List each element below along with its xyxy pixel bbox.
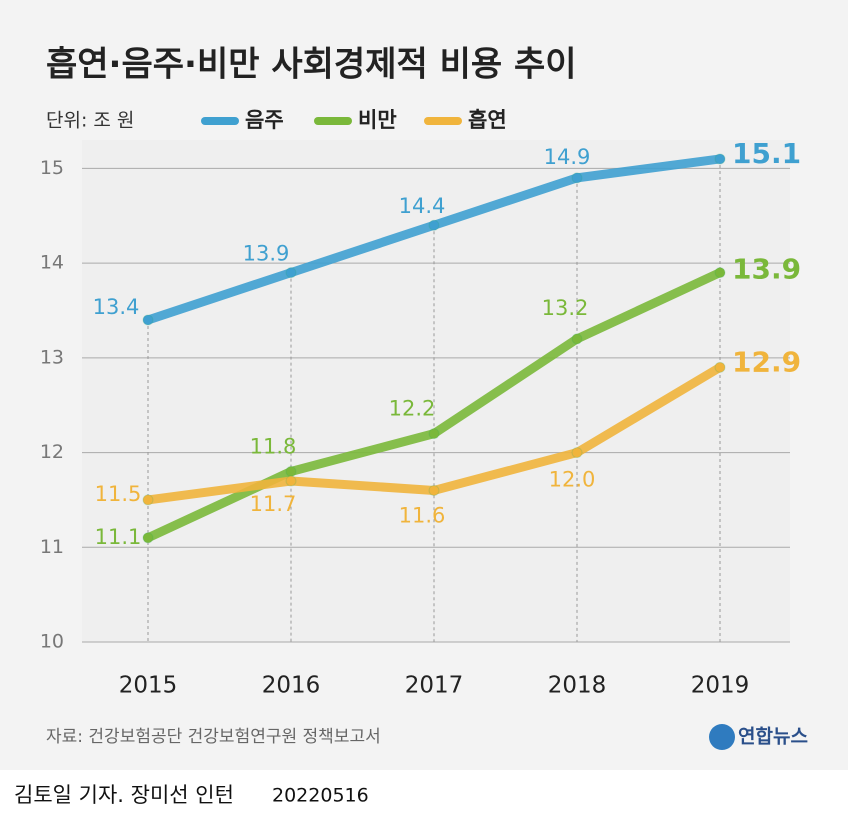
logo: 연합뉴스 (738, 726, 808, 748)
y-tick-label: 11 (40, 536, 64, 558)
data-point (285, 466, 297, 478)
data-label: 11.1 (95, 525, 142, 549)
data-label: 12.2 (389, 397, 436, 421)
legend-label: 음주 (245, 108, 284, 132)
data-label: 12.0 (549, 468, 596, 492)
data-point (571, 447, 583, 459)
y-tick-label: 14 (40, 252, 64, 274)
data-label: 13.4 (93, 295, 140, 319)
data-point (142, 494, 154, 506)
data-label: 11.6 (399, 503, 446, 527)
data-point (428, 428, 440, 440)
logo-icon (709, 724, 735, 750)
data-point (571, 172, 583, 184)
y-tick-label: 10 (40, 631, 64, 653)
x-tick-label: 2015 (119, 673, 178, 699)
data-point (714, 267, 726, 279)
x-tick-label: 2019 (691, 673, 750, 699)
data-point (428, 484, 440, 496)
data-label: 13.9 (732, 253, 801, 286)
data-point (142, 314, 154, 326)
data-label: 11.5 (95, 482, 142, 506)
data-label: 11.7 (250, 492, 297, 516)
legend-label: 흡연 (468, 108, 507, 132)
x-tick-label: 2018 (548, 673, 607, 699)
data-point (285, 267, 297, 279)
data-label: 13.9 (243, 242, 290, 266)
data-label: 13.2 (542, 296, 589, 320)
date: 20220516 (272, 785, 369, 807)
x-tick-label: 2016 (262, 673, 321, 699)
y-tick-label: 13 (40, 346, 64, 368)
data-point (571, 333, 583, 345)
chart-title: 흡연·음주·비만 사회경제적 비용 추이 (46, 45, 577, 85)
legend-label: 비만 (358, 108, 397, 132)
y-tick-label: 15 (40, 157, 64, 179)
data-label: 14.9 (544, 145, 591, 169)
data-label: 14.4 (399, 194, 446, 218)
data-label: 11.8 (250, 435, 297, 459)
data-label: 12.9 (732, 345, 801, 378)
data-point (428, 219, 440, 231)
source: 자료: 건강보험공단 건강보험연구원 정책보고서 (46, 727, 381, 747)
unit-label: 단위: 조 원 (46, 110, 134, 132)
data-label: 15.1 (732, 137, 801, 170)
x-tick-label: 2017 (405, 673, 464, 699)
credit: 김토일 기자. 장미선 인턴 (14, 783, 234, 807)
data-point (285, 475, 297, 487)
data-point (714, 153, 726, 165)
data-point (714, 361, 726, 373)
data-point (142, 532, 154, 544)
y-tick-label: 12 (40, 441, 64, 463)
